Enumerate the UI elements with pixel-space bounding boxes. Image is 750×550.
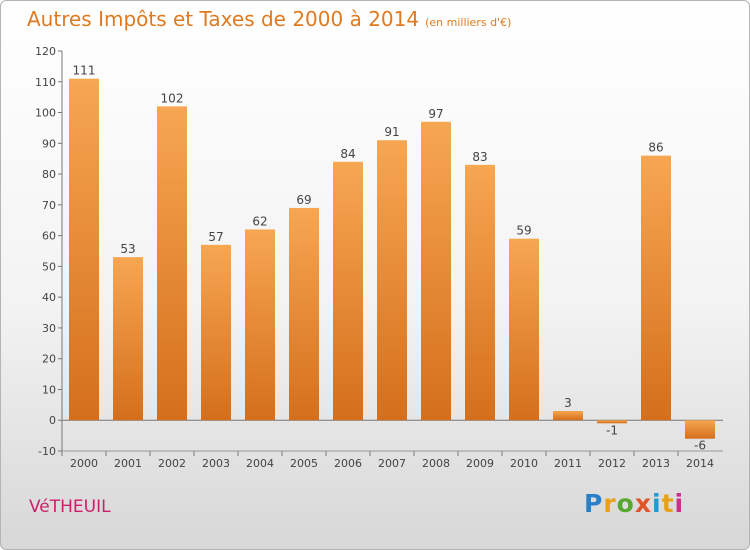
- bar-value-label: 62: [252, 214, 267, 228]
- bar: [421, 121, 451, 421]
- y-tick-label: 30: [42, 322, 56, 335]
- bar-value-label: 97: [428, 107, 443, 121]
- bar-value-label: 3: [564, 396, 572, 410]
- x-tick-label: 2005: [290, 457, 318, 470]
- unit-label: (en milliers d'€): [425, 16, 512, 29]
- axes: -10 0 10 20 30 40 50 60 70 80 90 100 110 120 2000 2001 2…: [35, 45, 723, 470]
- bar: [465, 164, 495, 421]
- brand-letter: P: [584, 489, 604, 518]
- bar-value-label: 57: [208, 230, 223, 244]
- brand-letter: i: [674, 489, 685, 518]
- commune-name: VéTHEUIL: [29, 497, 111, 517]
- y-tick-label: 60: [42, 230, 56, 243]
- bar-value-label: 86: [648, 141, 663, 155]
- bar-value-label: -1: [606, 423, 618, 437]
- y-tick-label: 50: [42, 260, 56, 273]
- y-tick-label: 100: [35, 107, 56, 120]
- bars: [69, 78, 715, 439]
- x-tick-label: 2004: [246, 457, 274, 470]
- bar: [597, 420, 627, 424]
- brand-letter: r: [603, 489, 617, 518]
- bar-value-label: 83: [472, 150, 487, 164]
- bar: [509, 238, 539, 421]
- chart-title-text: Autres Impôts et Taxes de 2000 à 2014: [27, 7, 420, 31]
- brand-letter: x: [634, 489, 652, 518]
- brand-letter: o: [616, 489, 635, 518]
- bar: [377, 140, 407, 421]
- y-tick-label: 40: [42, 291, 56, 304]
- bar: [157, 106, 187, 421]
- bar: [641, 155, 671, 421]
- bar: [245, 229, 275, 421]
- x-tick-label: 2003: [202, 457, 230, 470]
- x-tick-label: 2006: [334, 457, 362, 470]
- x-tick-label: 2000: [70, 457, 98, 470]
- bar-value-label: 59: [516, 224, 531, 238]
- bar-value-label: 53: [120, 242, 135, 256]
- y-tick-label: 70: [42, 199, 56, 212]
- x-tick-label: 2008: [422, 457, 450, 470]
- bar: [201, 244, 231, 421]
- bar: [289, 207, 319, 421]
- brand-letter: t: [661, 489, 675, 518]
- y-tick-label: -10: [38, 445, 56, 458]
- x-tick-label: 2001: [114, 457, 142, 470]
- x-tick-label: 2011: [554, 457, 582, 470]
- x-tick-label: 2009: [466, 457, 494, 470]
- bar: [333, 161, 363, 421]
- bar: [685, 420, 715, 439]
- bar-value-label: -6: [694, 439, 706, 453]
- x-tick-label: 2014: [686, 457, 714, 470]
- x-tick-label: 2002: [158, 457, 186, 470]
- chart-title: Autres Impôts et Taxes de 2000 à 2014 (en…: [27, 7, 511, 31]
- y-tick-label: 120: [35, 45, 56, 58]
- x-tick-label: 2007: [378, 457, 406, 470]
- bar-value-label: 91: [384, 125, 399, 139]
- brand-logo: Proxiti: [584, 489, 684, 518]
- bar: [113, 257, 143, 421]
- bar-value-label: 111: [73, 64, 96, 78]
- bar: [553, 411, 583, 421]
- bar-value-label: 102: [161, 91, 184, 105]
- y-tick-label: 80: [42, 168, 56, 181]
- bar-value-label: 69: [296, 193, 311, 207]
- brand-letter: i: [652, 489, 662, 518]
- y-tick-label: 10: [42, 383, 56, 396]
- bar-value-label: 84: [340, 147, 355, 161]
- y-tick-label: 20: [42, 353, 56, 366]
- y-tick-label: 90: [42, 137, 56, 150]
- y-tick-label: 0: [49, 414, 56, 427]
- bar: [69, 78, 99, 421]
- x-tick-label: 2012: [598, 457, 626, 470]
- x-tick-label: 2013: [642, 457, 670, 470]
- y-tick-label: 110: [35, 76, 56, 89]
- value-labels: 111 53 102 57 62 69 84 91 97 83 59 3 -1 86 -6: [73, 64, 706, 453]
- x-tick-label: 2010: [510, 457, 538, 470]
